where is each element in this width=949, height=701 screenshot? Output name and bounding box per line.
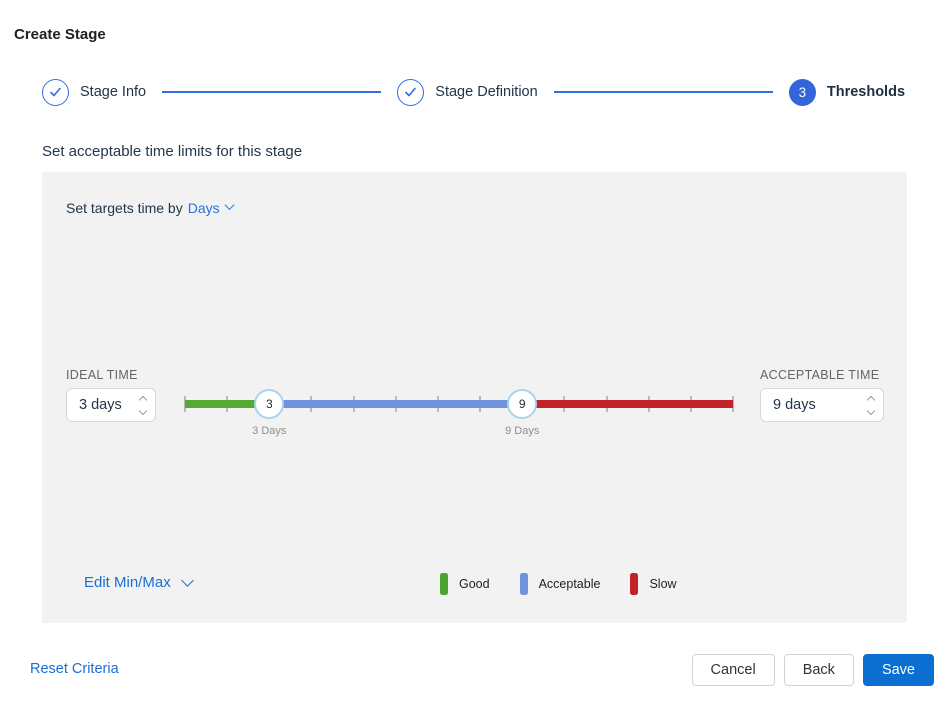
step-label: Stage Definition (435, 84, 538, 100)
acceptable-time-field (760, 388, 884, 422)
slider-handle-label: 3 Days (252, 425, 287, 437)
legend-item-acceptable: Acceptable (519, 573, 601, 595)
acceptable-swatch (519, 573, 528, 595)
slider-segment-acceptable (269, 400, 523, 408)
save-button[interactable]: Save (862, 654, 934, 686)
set-targets-row: Set targets time by Days (66, 200, 235, 216)
step-number: 3 (798, 84, 807, 100)
slider-handle[interactable]: 9 9 Days (505, 389, 539, 437)
ideal-time-label: IDEAL TIME (66, 368, 138, 382)
step-stage-definition[interactable]: Stage Definition (397, 78, 538, 106)
check-icon (405, 87, 417, 96)
edit-minmax-link[interactable]: Edit Min/Max (84, 573, 194, 591)
chevron-up-icon[interactable] (138, 395, 148, 404)
slider-handle[interactable]: 3 3 Days (252, 389, 286, 437)
section-heading: Set acceptable time limits for this stag… (42, 143, 303, 160)
edit-minmax-label: Edit Min/Max (84, 574, 171, 591)
good-swatch (440, 573, 448, 595)
ideal-time-field (66, 388, 156, 422)
acceptable-time-input[interactable] (761, 397, 825, 413)
chevron-down-icon[interactable] (866, 406, 876, 415)
step-connector (553, 91, 773, 93)
slider-segment-slow (522, 400, 733, 408)
slider-handle-value: 9 (518, 397, 526, 411)
step-thresholds[interactable]: 3 Thresholds (788, 78, 906, 106)
slider-handle-label: 9 Days (505, 425, 540, 437)
slider-tick (732, 396, 734, 412)
legend-label: Slow (649, 577, 677, 591)
reset-criteria-link[interactable]: Reset Criteria (30, 661, 119, 677)
acceptable-time-stepper[interactable] (866, 389, 876, 421)
thresholds-panel: Set targets time by Days IDEAL TIME 3 3 D… (42, 172, 907, 623)
legend-item-slow: Slow (630, 573, 677, 595)
stepper: Stage Info Stage Definition 3 Thresholds (42, 78, 905, 106)
chevron-down-icon (224, 200, 235, 211)
chevron-down-icon (180, 573, 194, 587)
acceptable-time-label: ACCEPTABLE TIME (760, 368, 880, 382)
back-button[interactable]: Back (783, 654, 854, 686)
slow-swatch (630, 573, 639, 595)
set-targets-label: Set targets time by (66, 200, 183, 216)
legend-item-good: Good (440, 573, 490, 595)
step-connector (162, 91, 382, 93)
ideal-time-input[interactable] (67, 397, 131, 413)
threshold-slider: 3 3 Days 9 9 Days (184, 388, 734, 440)
legend-label: Good (459, 577, 490, 591)
cancel-button[interactable]: Cancel (691, 654, 775, 686)
check-icon (50, 87, 61, 96)
targets-unit-dropdown[interactable]: Days (187, 200, 235, 216)
slider-handle-value: 3 (265, 397, 273, 411)
step-complete-circle (42, 78, 69, 106)
chevron-down-icon[interactable] (138, 406, 148, 415)
ideal-time-stepper[interactable] (138, 389, 148, 421)
step-complete-circle (397, 78, 425, 106)
legend-label: Acceptable (538, 577, 601, 591)
step-label: Stage Info (80, 84, 147, 100)
step-stage-info[interactable]: Stage Info (42, 78, 147, 106)
step-number-circle: 3 (788, 78, 816, 106)
footer-actions: Cancel Back Save (691, 654, 934, 686)
slider-segment-good (185, 400, 270, 408)
legend: Good Acceptable Slow (440, 573, 677, 595)
chevron-up-icon[interactable] (866, 395, 876, 404)
targets-unit-value: Days (187, 200, 220, 216)
step-label: Thresholds (826, 84, 906, 100)
page-title: Create Stage (14, 26, 106, 43)
